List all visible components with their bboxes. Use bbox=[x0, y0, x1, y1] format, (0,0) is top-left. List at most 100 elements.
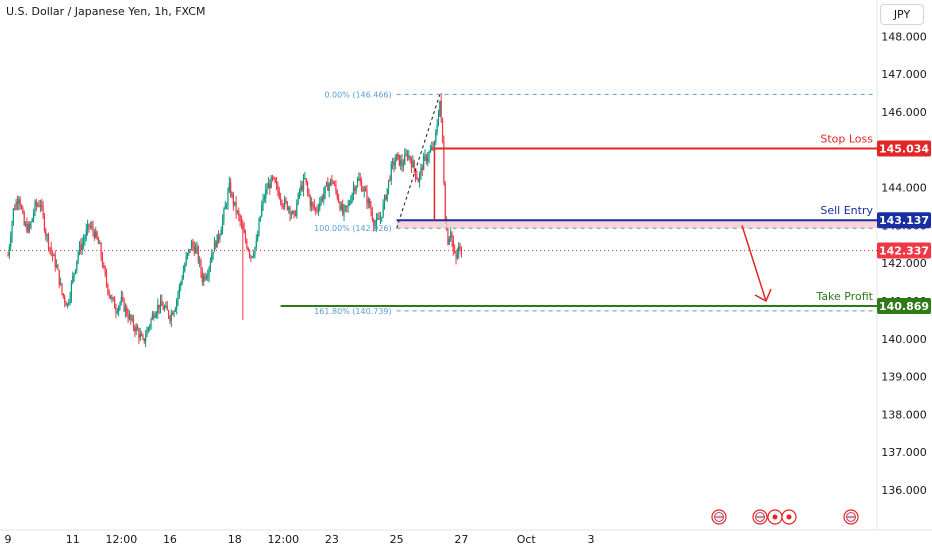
x-tick-label: 11 bbox=[66, 533, 80, 546]
candle-body bbox=[382, 203, 384, 217]
candle-body bbox=[273, 177, 275, 179]
candle-body bbox=[88, 223, 90, 227]
candle-body bbox=[213, 241, 216, 252]
candle-body bbox=[343, 206, 345, 215]
candle-body bbox=[296, 203, 298, 216]
candle-body bbox=[150, 319, 152, 326]
candle-body bbox=[217, 234, 220, 240]
candle-body bbox=[149, 325, 151, 328]
candle-body bbox=[298, 191, 301, 194]
candle-body bbox=[181, 279, 183, 283]
candle-body bbox=[64, 296, 66, 302]
candle-body bbox=[12, 208, 14, 223]
candle-body bbox=[250, 255, 252, 258]
candle-body bbox=[108, 292, 110, 296]
candle-body bbox=[243, 229, 245, 233]
candle-body bbox=[234, 201, 236, 205]
candle-body bbox=[203, 275, 205, 282]
candle-body bbox=[208, 267, 210, 277]
candle-body bbox=[439, 100, 441, 116]
candle-body bbox=[46, 235, 48, 237]
projection-arrow bbox=[741, 225, 767, 302]
candle-body bbox=[163, 307, 166, 310]
candle-body bbox=[231, 193, 233, 196]
candle-body bbox=[292, 211, 294, 214]
candle-body bbox=[172, 312, 174, 315]
candle-body bbox=[34, 201, 36, 214]
candle-body bbox=[54, 255, 56, 267]
candle-body bbox=[261, 205, 263, 217]
candle-body bbox=[378, 218, 380, 220]
candle-body bbox=[27, 224, 29, 232]
candle-body bbox=[427, 157, 429, 162]
candle-body bbox=[300, 185, 302, 192]
candle-body bbox=[401, 160, 403, 167]
candle-body bbox=[85, 229, 87, 238]
candle-body bbox=[317, 208, 319, 210]
candle-body bbox=[127, 314, 129, 319]
candle-body bbox=[132, 318, 135, 328]
candle-body bbox=[55, 265, 58, 267]
candle-body bbox=[454, 250, 456, 253]
candle-body bbox=[309, 196, 311, 207]
candle-body bbox=[356, 180, 359, 187]
candle-body bbox=[367, 199, 369, 204]
candle-body bbox=[355, 186, 357, 191]
candle-body bbox=[238, 211, 240, 216]
candle-body bbox=[365, 188, 367, 192]
candle-body bbox=[389, 179, 391, 181]
candle-body bbox=[30, 221, 32, 229]
candle-body bbox=[188, 249, 190, 254]
y-tick-label: 147.000 bbox=[881, 68, 927, 81]
candle-body bbox=[421, 167, 423, 171]
candle-body bbox=[130, 314, 132, 320]
candle-body bbox=[107, 283, 109, 293]
candle-body bbox=[74, 269, 77, 274]
candle-body bbox=[62, 293, 64, 297]
candle-body bbox=[161, 300, 163, 306]
candle-body bbox=[282, 205, 284, 207]
candle-body bbox=[128, 314, 131, 319]
candle-body bbox=[66, 303, 68, 306]
candle-body bbox=[196, 246, 198, 248]
candle-body bbox=[319, 202, 321, 209]
candle-body bbox=[448, 238, 450, 245]
candle-body bbox=[458, 245, 460, 255]
candle-body bbox=[200, 260, 202, 273]
candle-body bbox=[35, 201, 37, 206]
candle-body bbox=[209, 262, 212, 268]
candle-body bbox=[16, 202, 19, 204]
candle-body bbox=[227, 191, 229, 205]
candle-body bbox=[350, 201, 352, 204]
us-event-icon bbox=[843, 509, 859, 525]
candle-body bbox=[271, 176, 274, 178]
x-tick-label: 25 bbox=[390, 533, 404, 546]
candle-body bbox=[189, 249, 191, 251]
candle-body bbox=[262, 198, 264, 206]
candle-body bbox=[327, 182, 329, 191]
candle-body bbox=[381, 216, 383, 219]
candle-body bbox=[22, 208, 24, 213]
currency-button[interactable]: JPY bbox=[880, 4, 924, 25]
candle-body bbox=[265, 189, 267, 199]
candle-body bbox=[93, 231, 95, 238]
candle-body bbox=[258, 221, 260, 235]
candle-body bbox=[221, 219, 224, 230]
candle-body bbox=[374, 225, 376, 227]
candle-body bbox=[281, 200, 283, 206]
candle-body bbox=[285, 199, 287, 202]
candle-body bbox=[269, 183, 271, 189]
candle-body bbox=[100, 243, 102, 257]
candle-body bbox=[242, 223, 244, 230]
candle-body bbox=[432, 146, 434, 150]
candle-body bbox=[182, 271, 185, 280]
candle-body bbox=[408, 155, 410, 158]
candle-body bbox=[255, 240, 257, 248]
candle-body bbox=[347, 204, 349, 207]
candle-body bbox=[216, 234, 218, 248]
candle-body bbox=[416, 176, 418, 179]
candle-body bbox=[193, 246, 195, 254]
candle-body bbox=[131, 318, 133, 320]
